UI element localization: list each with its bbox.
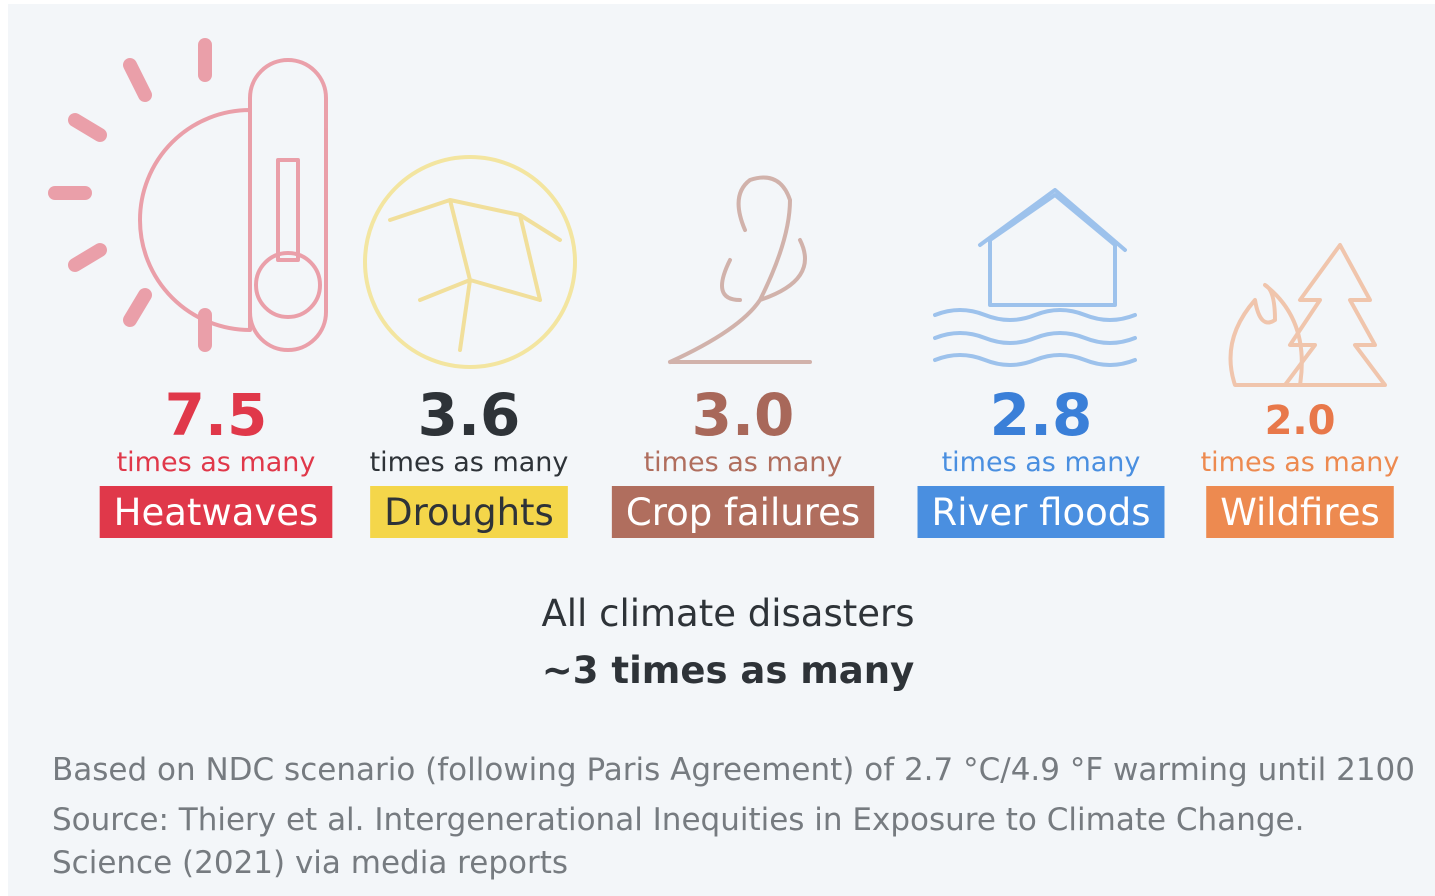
item-label: Crop failures bbox=[626, 491, 860, 534]
item-label: River floods bbox=[932, 491, 1151, 534]
item-value: 2.0 bbox=[1265, 398, 1336, 444]
item-unit: times as many bbox=[1201, 447, 1400, 478]
note: Source: Thiery et al. Intergenerational … bbox=[52, 802, 1304, 838]
item-unit: times as many bbox=[370, 447, 569, 478]
summary-title: All climate disasters bbox=[541, 592, 914, 635]
label-box bbox=[99, 486, 333, 538]
note: Science (2021) via media reports bbox=[52, 845, 568, 881]
flood-icon bbox=[933, 188, 1137, 367]
item-unit: times as many bbox=[942, 447, 1141, 478]
item-value: 2.8 bbox=[990, 381, 1093, 449]
label-box bbox=[370, 486, 568, 538]
wildfire-icon bbox=[1228, 243, 1387, 387]
note: Based on NDC scenario (following Paris A… bbox=[52, 752, 1415, 788]
item-label: Droughts bbox=[384, 491, 554, 534]
item-label: Heatwaves bbox=[114, 491, 319, 534]
drought-icon bbox=[363, 155, 577, 369]
item-unit: times as many bbox=[117, 447, 316, 478]
label-box bbox=[1206, 486, 1394, 538]
heatwave-icon bbox=[48, 38, 328, 352]
item-value: 3.0 bbox=[692, 381, 795, 449]
summary-value: ~3 times as many bbox=[542, 649, 914, 692]
item-value: 7.5 bbox=[165, 381, 268, 449]
label-box bbox=[611, 486, 875, 538]
item-unit: times as many bbox=[644, 447, 843, 478]
background bbox=[8, 4, 1435, 896]
item-value: 3.6 bbox=[418, 381, 521, 449]
label-box bbox=[917, 486, 1165, 538]
item-label: Wildfires bbox=[1220, 491, 1380, 534]
crop-icon bbox=[668, 175, 812, 364]
